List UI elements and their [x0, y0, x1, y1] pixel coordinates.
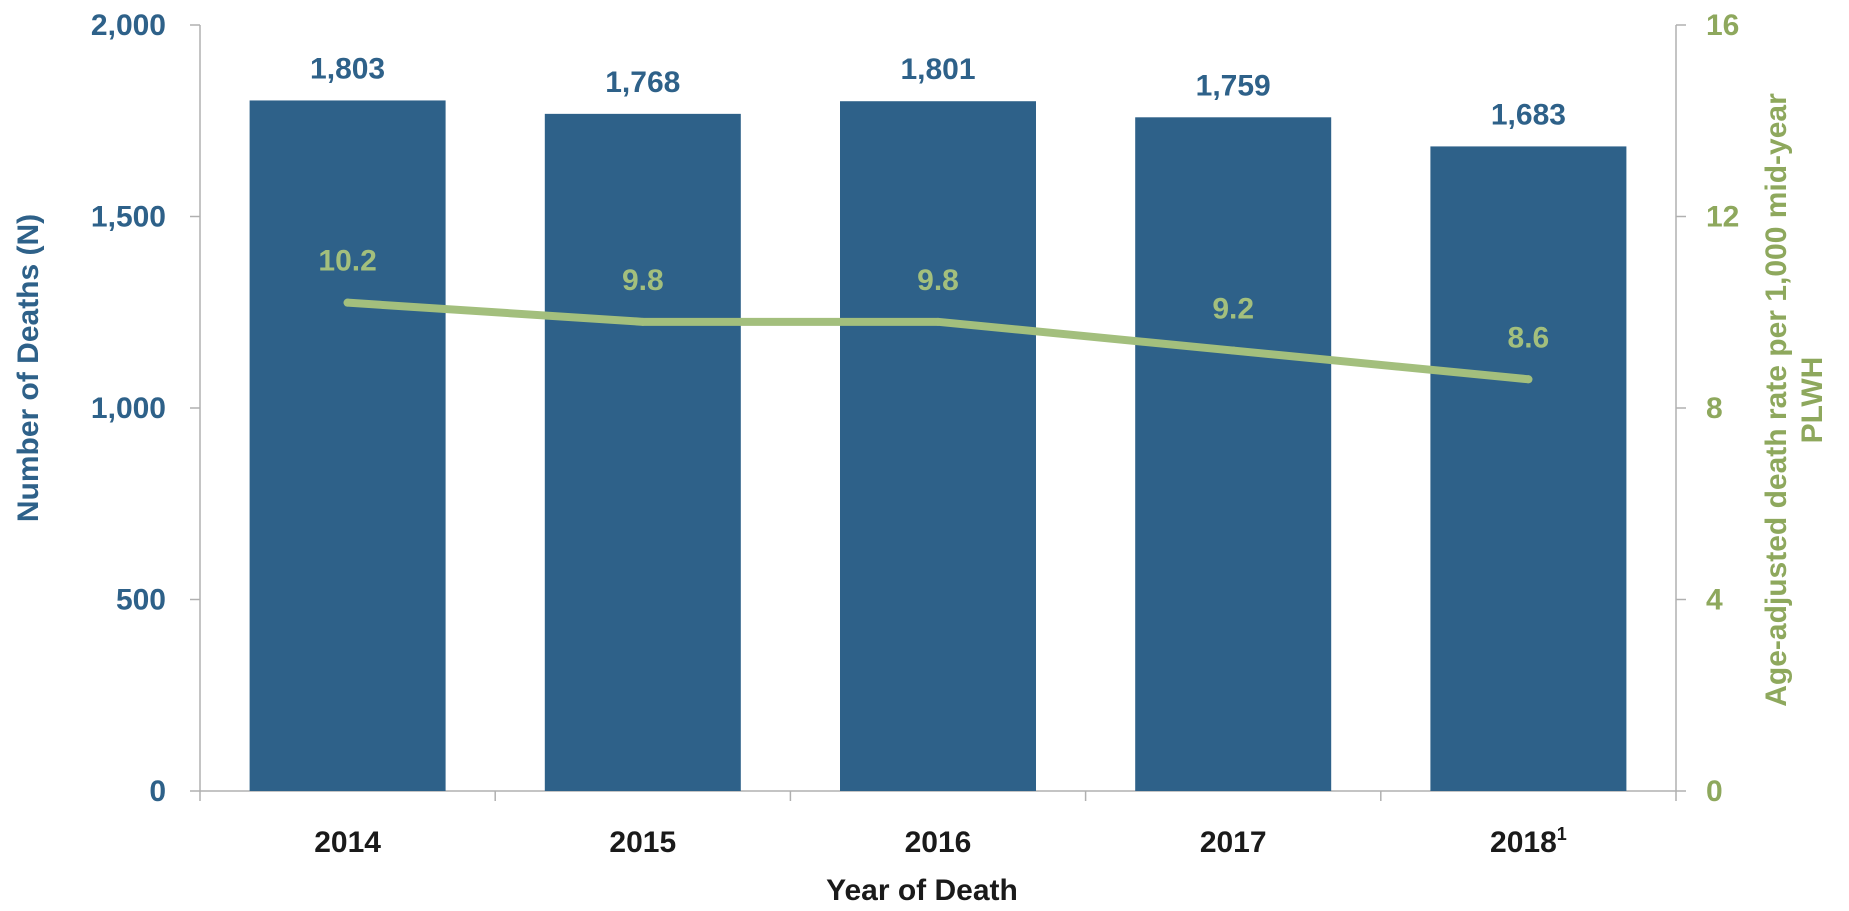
bar-series [249, 100, 1627, 792]
line-series [343, 298, 1533, 384]
line-value-label: 9.8 [622, 264, 664, 297]
line-value-label: 9.8 [917, 264, 959, 297]
bar [544, 113, 741, 791]
data-labels: 1,803 1,768 1,801 1,759 1,683 10.2 9.8 9.8 9.2 8.… [310, 52, 1566, 354]
y-axis-title-right-line2: PLWH [1796, 357, 1829, 444]
bar-value-label: 1,801 [900, 53, 975, 86]
line-point [1229, 346, 1238, 355]
y-tick-label-right: 16 [1706, 9, 1739, 42]
y-axis-title-left: Number of Deaths (N) [12, 214, 45, 522]
bar [840, 101, 1036, 792]
line-point [638, 317, 647, 326]
bar [1430, 146, 1627, 791]
line-value-label: 9.2 [1212, 293, 1254, 326]
x-tick-label: 2016 [905, 826, 972, 859]
y-tick-label-right: 8 [1706, 392, 1723, 425]
y-tick-label-right: 0 [1706, 775, 1723, 808]
line-value-label: 8.6 [1508, 321, 1550, 354]
bar-value-label: 1,768 [605, 66, 680, 99]
y-tick-label-left: 500 [116, 584, 166, 617]
y-tick-label-left: 1,500 [91, 201, 166, 234]
y-tick-label-right: 4 [1706, 584, 1723, 617]
x-axis-title: Year of Death [826, 874, 1018, 907]
x-tick-label: 2017 [1200, 826, 1267, 859]
y-tick-label-right: 12 [1706, 201, 1739, 234]
y-tick-label-left: 0 [149, 775, 166, 808]
bar [249, 100, 446, 792]
x-tick-label: 2015 [609, 826, 676, 859]
y-tick-label-left: 1,000 [91, 392, 166, 425]
y-tick-label-left: 2,000 [91, 9, 166, 42]
line-value-label: 10.2 [318, 245, 376, 278]
bar-value-label: 1,683 [1491, 98, 1566, 131]
bar [1135, 117, 1332, 792]
axes: 0 500 1,000 1,500 2,000 0 4 8 12 16 2014 2015 2016 20… [91, 9, 1739, 859]
y-axis-title-right: Age-adjusted death rate per 1,000 mid-ye… [1760, 93, 1829, 707]
line-point [1524, 375, 1533, 384]
line-point [934, 317, 942, 326]
line-point [343, 298, 352, 307]
x-tick-label: 2014 [314, 826, 381, 859]
x-tick-label: 20181 [1490, 824, 1567, 859]
bar-value-label: 1,759 [1196, 69, 1271, 102]
bar-value-label: 1,803 [310, 52, 385, 85]
y-axis-title-right-line1: Age-adjusted death rate per 1,000 mid-ye… [1760, 93, 1793, 707]
footnote-marker: 1 [1557, 824, 1567, 844]
